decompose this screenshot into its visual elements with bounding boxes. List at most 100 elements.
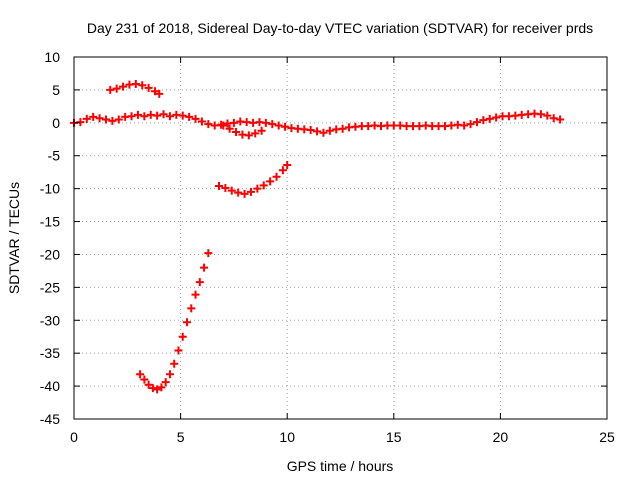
data-point xyxy=(197,117,206,126)
data-point xyxy=(479,116,488,125)
series-main-band xyxy=(70,109,565,137)
data-point xyxy=(106,85,115,94)
x-tick-label: 25 xyxy=(599,429,615,445)
data-point xyxy=(133,110,142,119)
data-point xyxy=(138,81,147,90)
data-points xyxy=(70,79,565,394)
grid xyxy=(74,57,607,419)
data-point xyxy=(313,127,322,136)
x-axis-title: GPS time / hours xyxy=(287,458,394,474)
data-point xyxy=(240,189,249,198)
data-point xyxy=(556,115,565,124)
data-point xyxy=(227,186,236,195)
data-point xyxy=(257,126,266,135)
data-point xyxy=(155,89,164,98)
data-point xyxy=(266,177,275,186)
data-point xyxy=(178,332,187,341)
data-point xyxy=(112,84,121,93)
data-point xyxy=(159,110,168,119)
data-point xyxy=(472,118,481,127)
data-point xyxy=(268,120,277,129)
y-axis-title: SDTVAR / TECUs xyxy=(6,182,22,294)
y-tick-label: -40 xyxy=(40,378,60,394)
data-point xyxy=(76,118,85,127)
data-point xyxy=(140,112,149,121)
series-arc-upper xyxy=(106,79,164,98)
data-point xyxy=(144,83,153,92)
plot-frame xyxy=(73,56,608,420)
data-point xyxy=(151,87,160,96)
data-point xyxy=(187,304,196,313)
data-point xyxy=(204,120,213,129)
data-point xyxy=(536,110,545,119)
data-point xyxy=(119,82,128,91)
y-tick-label: 0 xyxy=(52,115,60,131)
data-point xyxy=(281,122,290,131)
x-tick-label: 0 xyxy=(70,429,78,445)
data-point xyxy=(170,359,179,368)
y-tick-label: -5 xyxy=(48,148,61,164)
data-point xyxy=(89,112,98,121)
data-point xyxy=(144,380,153,389)
data-point xyxy=(204,249,213,258)
y-tick-label: 5 xyxy=(52,82,60,98)
data-point xyxy=(95,114,104,123)
data-point xyxy=(131,79,140,88)
data-point xyxy=(191,114,200,123)
data-point xyxy=(191,290,200,299)
data-point xyxy=(219,121,228,130)
data-point xyxy=(232,128,241,137)
data-point xyxy=(272,172,281,181)
data-point xyxy=(234,188,243,197)
data-point xyxy=(161,378,170,387)
data-point xyxy=(182,318,191,327)
y-tick-label: -30 xyxy=(40,312,60,328)
data-point xyxy=(274,121,283,130)
y-tick-label: -45 xyxy=(40,411,60,427)
y-tick-label: -15 xyxy=(40,214,60,230)
x-tick-label: 20 xyxy=(493,429,509,445)
y-tick-label: -10 xyxy=(40,181,60,197)
x-tick-label: 10 xyxy=(279,429,295,445)
data-point xyxy=(148,384,157,393)
data-point xyxy=(259,181,268,190)
data-point xyxy=(246,187,255,196)
data-point xyxy=(221,183,230,192)
data-point xyxy=(200,263,209,272)
y-tick-label: 10 xyxy=(44,49,60,65)
x-tick-label: 5 xyxy=(177,429,185,445)
data-point xyxy=(325,126,334,135)
data-point xyxy=(251,129,260,138)
series-arc-mid xyxy=(214,160,292,198)
data-point xyxy=(338,124,347,133)
data-point xyxy=(153,385,162,394)
data-point xyxy=(306,126,315,135)
data-point xyxy=(127,112,136,121)
data-point xyxy=(157,383,166,392)
chart-title: Day 231 of 2018, Sidereal Day-to-day VTE… xyxy=(87,20,593,36)
data-point xyxy=(114,115,123,124)
data-point xyxy=(466,120,475,129)
series-dip-8h xyxy=(219,121,266,140)
data-point xyxy=(261,118,270,127)
data-point xyxy=(283,160,292,169)
axis-ticks: 0 5 10 15 20 25 -45 -40 -35 -30 -25 -20 -15 -10 -5 0 5 10 xyxy=(40,49,615,445)
data-point xyxy=(253,184,262,193)
data-point xyxy=(101,115,110,124)
data-point xyxy=(165,370,174,379)
data-point xyxy=(108,116,117,125)
y-tick-label: -20 xyxy=(40,246,60,262)
series-arc-lower xyxy=(136,249,213,394)
data-point xyxy=(214,182,223,191)
data-point xyxy=(136,370,145,379)
data-point xyxy=(485,114,494,123)
data-point xyxy=(549,114,558,123)
data-point xyxy=(543,111,552,120)
data-point xyxy=(153,111,162,120)
data-point xyxy=(82,114,91,123)
data-point xyxy=(195,278,204,287)
data-point xyxy=(319,128,328,137)
data-point xyxy=(492,113,501,122)
data-point xyxy=(225,124,234,133)
